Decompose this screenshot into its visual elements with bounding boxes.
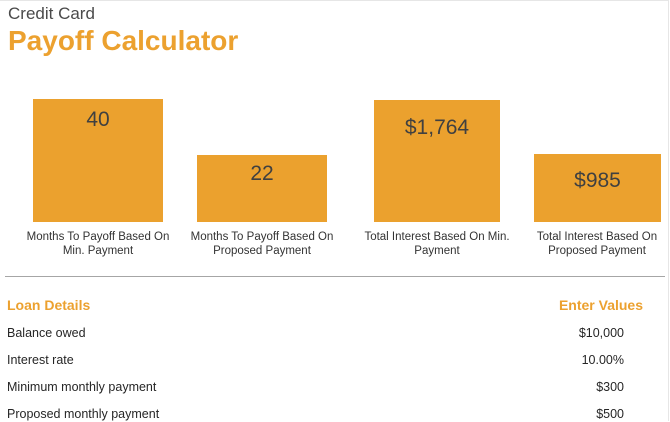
interest-rate-value[interactable]: 10.00% xyxy=(581,353,624,367)
interest-rate-label: Interest rate xyxy=(7,353,74,367)
tile-bar-interest-min xyxy=(374,100,500,222)
tile-label-months-proposed: Months To Payoff Based On Proposed Payme… xyxy=(190,231,334,257)
minimum-payment-label: Minimum monthly payment xyxy=(7,380,157,394)
tile-bar-months-proposed xyxy=(197,155,327,222)
page-title: Payoff Calculator xyxy=(8,25,239,56)
tile-bar-months-min xyxy=(33,99,163,222)
minimum-payment-value[interactable]: $300 xyxy=(596,380,624,394)
page-subtitle: Credit Card xyxy=(8,4,95,23)
tile-label-months-min: Months To Payoff Based On Min. Payment xyxy=(26,231,170,257)
proposed-payment-value[interactable]: $500 xyxy=(596,407,624,421)
loan-details-heading: Loan Details xyxy=(7,297,91,313)
section-divider xyxy=(5,276,665,277)
tile-value-interest-proposed: $985 xyxy=(574,169,621,192)
enter-values-heading: Enter Values xyxy=(558,297,643,313)
tile-interest-proposed: $985 xyxy=(534,154,661,223)
balance-owed-label: Balance owed xyxy=(7,326,86,340)
tile-label-interest-min: Total Interest Based On Min. Payment xyxy=(364,231,510,257)
tile-bar-interest-proposed xyxy=(534,154,661,222)
tile-months-min: 40 xyxy=(33,99,163,223)
tile-value-interest-min: $1,764 xyxy=(404,116,470,139)
proposed-payment-label: Proposed monthly payment xyxy=(7,407,160,421)
tile-label-interest-proposed: Total Interest Based On Proposed Payment xyxy=(536,231,658,257)
tile-value-months-proposed: 22 xyxy=(250,162,274,185)
balance-owed-value[interactable]: $10,000 xyxy=(578,326,624,340)
tile-interest-min: $1,764 xyxy=(374,100,500,223)
tile-value-months-min: 40 xyxy=(86,108,110,131)
tile-months-proposed: 22 xyxy=(197,155,327,223)
